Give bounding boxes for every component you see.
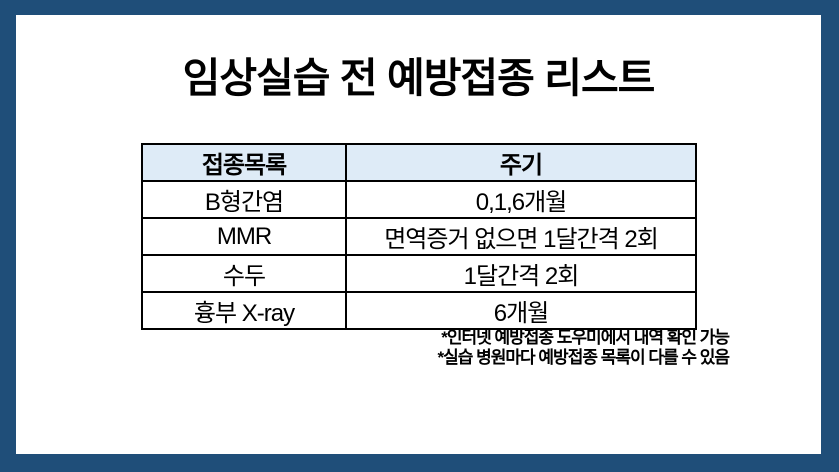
cell-vaccine-name: MMR: [141, 217, 347, 256]
header-cell-vaccine-list: 접종목록: [141, 143, 347, 182]
table-row: B형간염 0,1,6개월: [141, 180, 697, 219]
table-header-row: 접종목록 주기: [141, 143, 697, 182]
footnotes: *인터넷 예방접종 도우미에서 내역 확인 가능 *실습 병원마다 예방접종 목…: [437, 328, 730, 368]
table-row: 흉부 X-ray 6개월: [141, 291, 697, 330]
cell-vaccine-cycle: 면역증거 없으면 1달간격 2회: [345, 217, 697, 256]
header-cell-cycle: 주기: [345, 143, 697, 182]
cell-vaccine-cycle: 0,1,6개월: [345, 180, 697, 219]
cell-vaccine-name: 수두: [141, 254, 347, 293]
vaccination-table: 접종목록 주기 B형간염 0,1,6개월 MMR 면역증거 없으면 1달간격 2…: [141, 143, 697, 330]
footnote-line: *인터넷 예방접종 도우미에서 내역 확인 가능: [441, 328, 730, 347]
cell-vaccine-cycle: 1달간격 2회: [345, 254, 697, 293]
footnote-line: *실습 병원마다 예방접종 목록이 다를 수 있음: [437, 348, 730, 367]
cell-vaccine-cycle: 6개월: [345, 291, 697, 330]
table-row: 수두 1달간격 2회: [141, 254, 697, 293]
page-title: 임상실습 전 예방접종 리스트: [182, 55, 656, 101]
cell-vaccine-name: B형간염: [141, 180, 347, 219]
table-row: MMR 면역증거 없으면 1달간격 2회: [141, 217, 697, 256]
cell-vaccine-name: 흉부 X-ray: [141, 291, 347, 330]
